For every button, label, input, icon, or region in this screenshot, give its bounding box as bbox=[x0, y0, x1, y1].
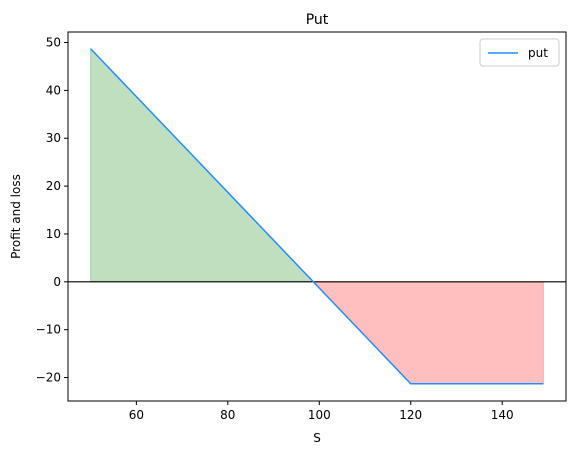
y-tick-label: 40 bbox=[46, 83, 61, 97]
put-series-line bbox=[90, 48, 544, 385]
y-tick-label: 20 bbox=[46, 179, 61, 193]
y-tick-label: −20 bbox=[36, 371, 61, 385]
y-tick-label: 50 bbox=[46, 36, 61, 50]
legend: put bbox=[479, 38, 560, 67]
y-tick-label: 10 bbox=[46, 227, 61, 241]
loss-fill-area bbox=[312, 281, 544, 385]
legend-label-put: put bbox=[528, 46, 548, 60]
x-tick-label: 140 bbox=[491, 408, 514, 422]
legend-box bbox=[479, 38, 560, 67]
y-tick-label: 30 bbox=[46, 131, 61, 145]
x-axis: 60 80 100 120 140 bbox=[129, 401, 514, 422]
x-axis-label: S bbox=[313, 431, 321, 445]
x-tick-label: 100 bbox=[308, 408, 331, 422]
x-tick-label: 120 bbox=[399, 408, 422, 422]
y-axis-label: Profit and loss bbox=[9, 174, 23, 259]
fill-areas bbox=[90, 47, 544, 385]
plot-area-frame bbox=[67, 31, 567, 402]
y-tick-label: 0 bbox=[53, 275, 61, 289]
y-tick-label: −10 bbox=[36, 323, 61, 337]
x-tick-label: 60 bbox=[129, 408, 144, 422]
chart-title: Put bbox=[306, 12, 329, 28]
y-axis: −20 −10 0 10 20 30 40 50 bbox=[36, 36, 68, 385]
x-tick-label: 80 bbox=[220, 408, 235, 422]
